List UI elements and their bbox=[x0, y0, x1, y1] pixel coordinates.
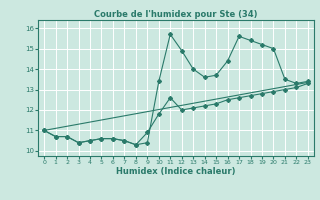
Title: Courbe de l'humidex pour Ste (34): Courbe de l'humidex pour Ste (34) bbox=[94, 10, 258, 19]
X-axis label: Humidex (Indice chaleur): Humidex (Indice chaleur) bbox=[116, 167, 236, 176]
